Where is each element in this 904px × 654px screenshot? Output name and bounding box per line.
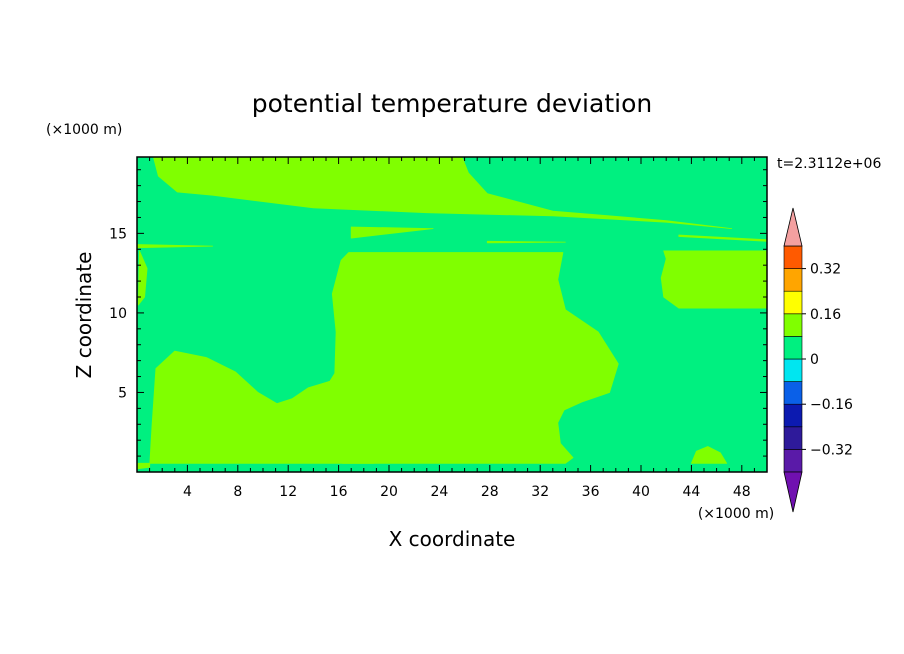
x-tick-label: 40 xyxy=(632,484,650,500)
colorbar-segment xyxy=(783,313,803,337)
colorbar-label: 0.16 xyxy=(810,307,841,323)
colorbar-segment xyxy=(783,426,803,450)
colorbar-segment xyxy=(783,245,803,269)
colorbar: 0.32 0.16 0 −0.16 −0.32 xyxy=(783,207,853,513)
chart-title: potential temperature deviation xyxy=(252,89,652,118)
colorbar-segment xyxy=(783,268,803,292)
colorbar-segment xyxy=(783,358,803,382)
x-axis-label: X coordinate xyxy=(389,527,516,551)
colorbar-segment xyxy=(783,381,803,405)
y-axis-unit: (×1000 m) xyxy=(46,122,122,138)
positive-region xyxy=(137,250,148,306)
y-tick-label: 10 xyxy=(109,306,127,322)
x-tick-label: 16 xyxy=(330,484,348,500)
positive-region xyxy=(341,384,406,464)
time-label: t=2.3112e+06 xyxy=(777,156,881,172)
positive-region xyxy=(136,252,619,470)
x-tick-label: 12 xyxy=(279,484,297,500)
positive-region xyxy=(660,250,768,309)
colorbar-label: −0.32 xyxy=(810,442,853,458)
positive-regions xyxy=(136,156,768,470)
colorbar-segment xyxy=(783,336,803,360)
colorbar-label: 0.32 xyxy=(810,262,841,278)
plot-area xyxy=(136,156,768,473)
y-axis: 5 10 15 xyxy=(109,169,767,473)
colorbar-over-arrow xyxy=(783,207,803,247)
colorbar-label: 0 xyxy=(810,352,819,368)
x-tick-label: 36 xyxy=(582,484,600,500)
x-tick-label: 44 xyxy=(682,484,700,500)
x-tick-label: 24 xyxy=(430,484,448,500)
positive-region xyxy=(486,240,566,244)
colorbar-under-arrow xyxy=(783,471,803,513)
x-axis: 4 8 12 16 20 24 28 32 36 40 44 48 xyxy=(136,157,768,500)
x-axis-unit: (×1000 m) xyxy=(698,506,774,522)
x-tick-label: 8 xyxy=(233,484,242,500)
positive-region xyxy=(152,156,733,230)
positive-region xyxy=(350,226,434,239)
x-tick-label: 48 xyxy=(733,484,751,500)
y-tick-label: 5 xyxy=(118,385,127,401)
colorbar-label: −0.16 xyxy=(810,397,853,413)
x-tick-label: 4 xyxy=(183,484,192,500)
positive-region xyxy=(691,446,728,464)
colorbar-segment xyxy=(783,290,803,315)
x-tick-label: 32 xyxy=(531,484,549,500)
x-tick-label: 28 xyxy=(481,484,499,500)
colorbar-segment xyxy=(783,403,803,428)
colorbar-segment xyxy=(783,449,803,473)
y-tick-label: 15 xyxy=(109,226,127,242)
y-axis-label: Z coordinate xyxy=(72,252,96,379)
x-tick-label: 20 xyxy=(380,484,398,500)
